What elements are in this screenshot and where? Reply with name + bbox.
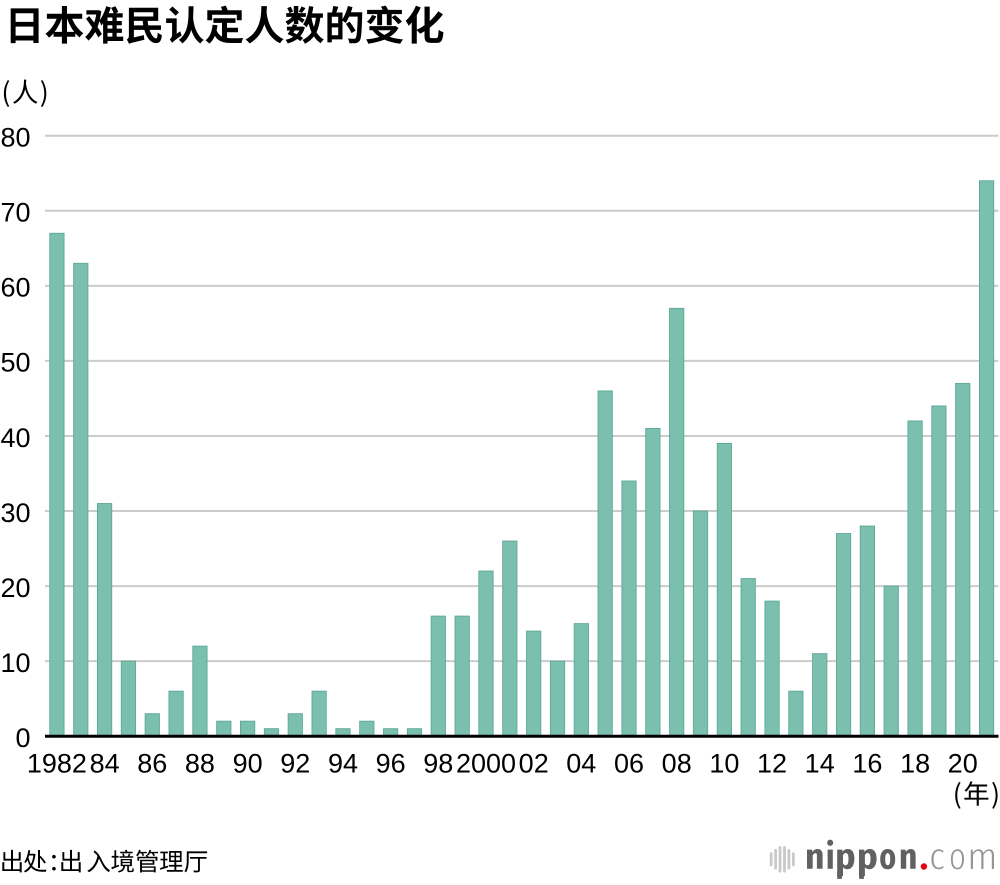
- svg-text:98: 98: [423, 749, 453, 779]
- svg-text:30: 30: [0, 498, 30, 528]
- svg-text:2000: 2000: [456, 749, 516, 779]
- svg-text:0: 0: [15, 723, 30, 753]
- svg-text:88: 88: [185, 749, 215, 779]
- svg-text:12: 12: [757, 749, 787, 779]
- svg-text:86: 86: [137, 749, 167, 779]
- svg-text:40: 40: [0, 423, 30, 453]
- svg-text:14: 14: [805, 749, 835, 779]
- svg-text:10: 10: [0, 648, 30, 678]
- svg-text:16: 16: [852, 749, 882, 779]
- svg-text:50: 50: [0, 348, 30, 378]
- svg-text:02: 02: [519, 749, 549, 779]
- svg-text:04: 04: [566, 749, 596, 779]
- svg-text:10: 10: [709, 749, 739, 779]
- svg-text:1982: 1982: [27, 749, 87, 779]
- svg-text:94: 94: [328, 749, 358, 779]
- svg-text:20: 20: [948, 749, 978, 779]
- svg-text:08: 08: [662, 749, 692, 779]
- svg-text:84: 84: [90, 749, 120, 779]
- svg-text:20: 20: [0, 573, 30, 603]
- svg-text:92: 92: [280, 749, 310, 779]
- svg-text:06: 06: [614, 749, 644, 779]
- svg-text:96: 96: [376, 749, 406, 779]
- svg-text:60: 60: [0, 273, 30, 303]
- svg-text:90: 90: [233, 749, 263, 779]
- svg-text:18: 18: [900, 749, 930, 779]
- svg-text:80: 80: [0, 123, 30, 153]
- svg-text:70: 70: [0, 198, 30, 228]
